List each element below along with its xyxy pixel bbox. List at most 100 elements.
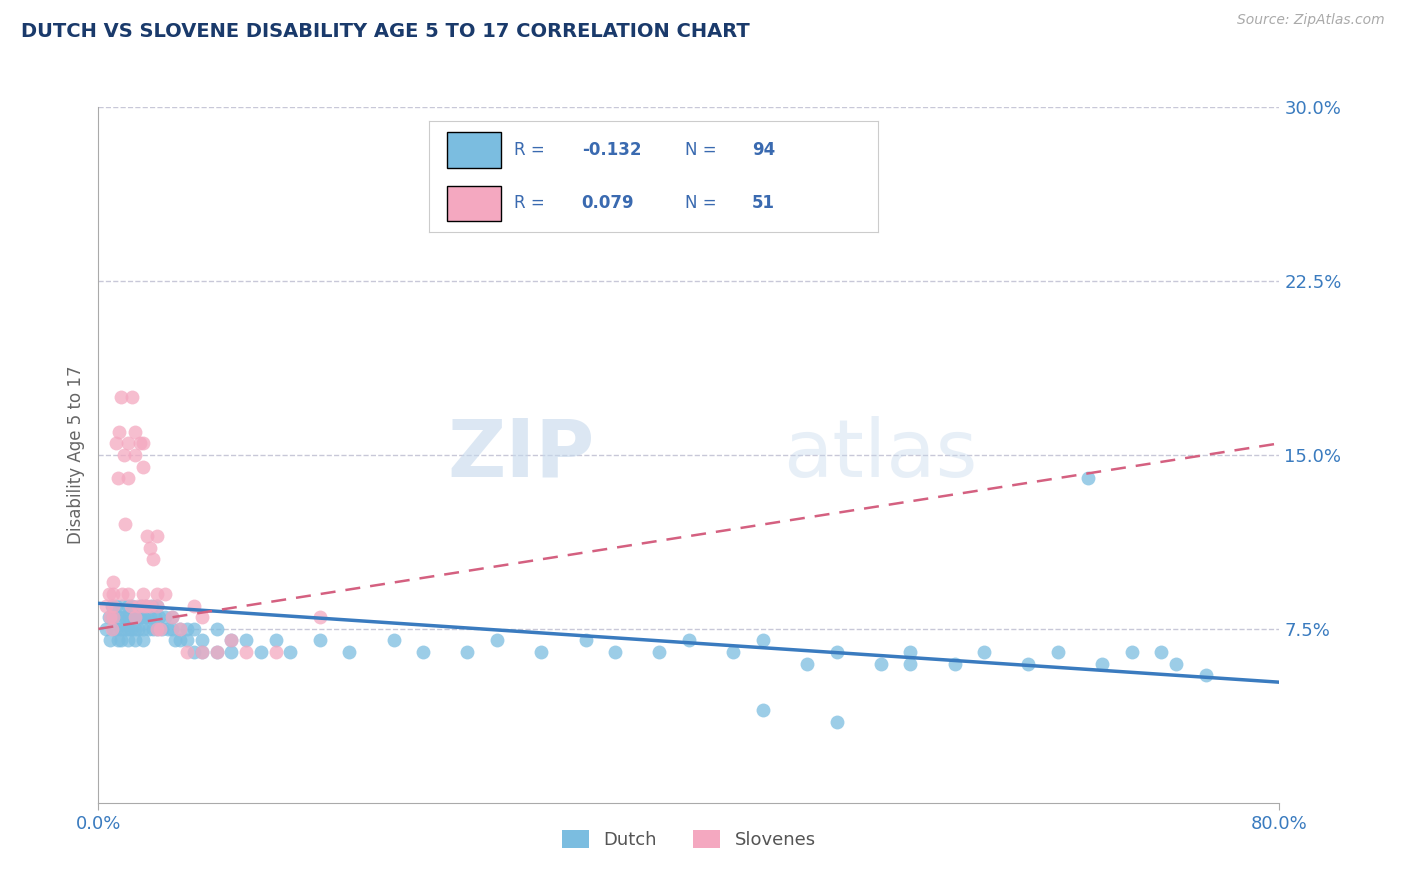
Point: [124, 610, 146, 624]
Point: [723, 645, 745, 659]
Point: [205, 645, 228, 659]
Point: [112, 448, 135, 462]
Point: [162, 622, 183, 636]
Point: [176, 622, 198, 636]
Point: [110, 622, 132, 636]
Point: [103, 587, 125, 601]
Point: [796, 657, 818, 671]
Point: [112, 610, 135, 624]
Point: [111, 587, 134, 601]
Point: [205, 645, 228, 659]
Point: [120, 622, 142, 636]
Point: [103, 622, 125, 636]
Point: [148, 610, 170, 624]
Point: [136, 610, 159, 624]
Point: [825, 645, 848, 659]
Point: [156, 622, 179, 636]
Text: atlas: atlas: [783, 416, 977, 494]
Point: [575, 633, 598, 648]
Point: [124, 622, 146, 636]
Point: [142, 552, 165, 566]
Point: [486, 633, 509, 648]
Point: [132, 633, 155, 648]
Point: [870, 657, 893, 671]
Point: [221, 645, 243, 659]
Point: [1150, 645, 1173, 659]
Point: [103, 610, 125, 624]
Point: [191, 633, 214, 648]
Text: ZIP: ZIP: [447, 416, 595, 494]
Point: [412, 645, 434, 659]
Y-axis label: Disability Age 5 to 17: Disability Age 5 to 17: [66, 366, 84, 544]
Point: [139, 610, 162, 624]
Point: [146, 622, 169, 636]
Point: [117, 436, 139, 450]
Point: [94, 622, 117, 636]
Point: [114, 517, 136, 532]
Point: [117, 633, 139, 648]
Point: [1091, 657, 1114, 671]
Point: [752, 703, 775, 717]
Point: [135, 599, 157, 613]
Point: [146, 622, 169, 636]
Point: [339, 645, 361, 659]
Point: [121, 599, 143, 613]
Point: [103, 575, 125, 590]
Point: [1046, 645, 1070, 659]
Point: [143, 610, 166, 624]
Point: [153, 587, 176, 601]
Point: [183, 622, 205, 636]
Text: Source: ZipAtlas.com: Source: ZipAtlas.com: [1237, 13, 1385, 28]
Point: [235, 633, 257, 648]
Point: [117, 471, 139, 485]
Point: [128, 610, 150, 624]
Point: [900, 657, 922, 671]
Point: [825, 714, 848, 729]
Point: [183, 599, 205, 613]
Point: [250, 645, 273, 659]
Point: [1018, 657, 1040, 671]
Point: [132, 599, 155, 613]
Point: [124, 633, 146, 648]
Point: [127, 599, 149, 613]
Point: [162, 610, 183, 624]
Point: [1166, 657, 1188, 671]
Point: [108, 610, 131, 624]
Point: [648, 645, 671, 659]
Point: [114, 622, 136, 636]
Point: [110, 390, 132, 404]
Point: [108, 425, 131, 439]
Point: [309, 633, 332, 648]
Point: [1195, 668, 1218, 682]
Point: [309, 610, 332, 624]
Point: [1121, 645, 1143, 659]
Point: [111, 599, 134, 613]
Point: [105, 622, 128, 636]
Point: [100, 622, 122, 636]
Point: [235, 645, 257, 659]
Point: [117, 587, 139, 601]
Point: [124, 448, 146, 462]
Point: [605, 645, 627, 659]
Point: [115, 610, 138, 624]
Point: [1077, 471, 1099, 485]
Point: [146, 599, 169, 613]
Point: [94, 599, 117, 613]
Point: [118, 610, 141, 624]
Point: [165, 633, 187, 648]
Point: [132, 459, 155, 474]
Point: [117, 622, 139, 636]
Point: [97, 610, 120, 624]
Point: [132, 622, 155, 636]
Point: [221, 633, 243, 648]
Point: [125, 610, 148, 624]
Point: [183, 645, 205, 659]
Point: [382, 633, 405, 648]
Point: [132, 436, 155, 450]
Point: [124, 425, 146, 439]
Point: [280, 645, 302, 659]
Point: [128, 436, 150, 450]
Point: [146, 599, 169, 613]
Legend: Dutch, Slovenes: Dutch, Slovenes: [555, 822, 823, 856]
Point: [191, 645, 214, 659]
